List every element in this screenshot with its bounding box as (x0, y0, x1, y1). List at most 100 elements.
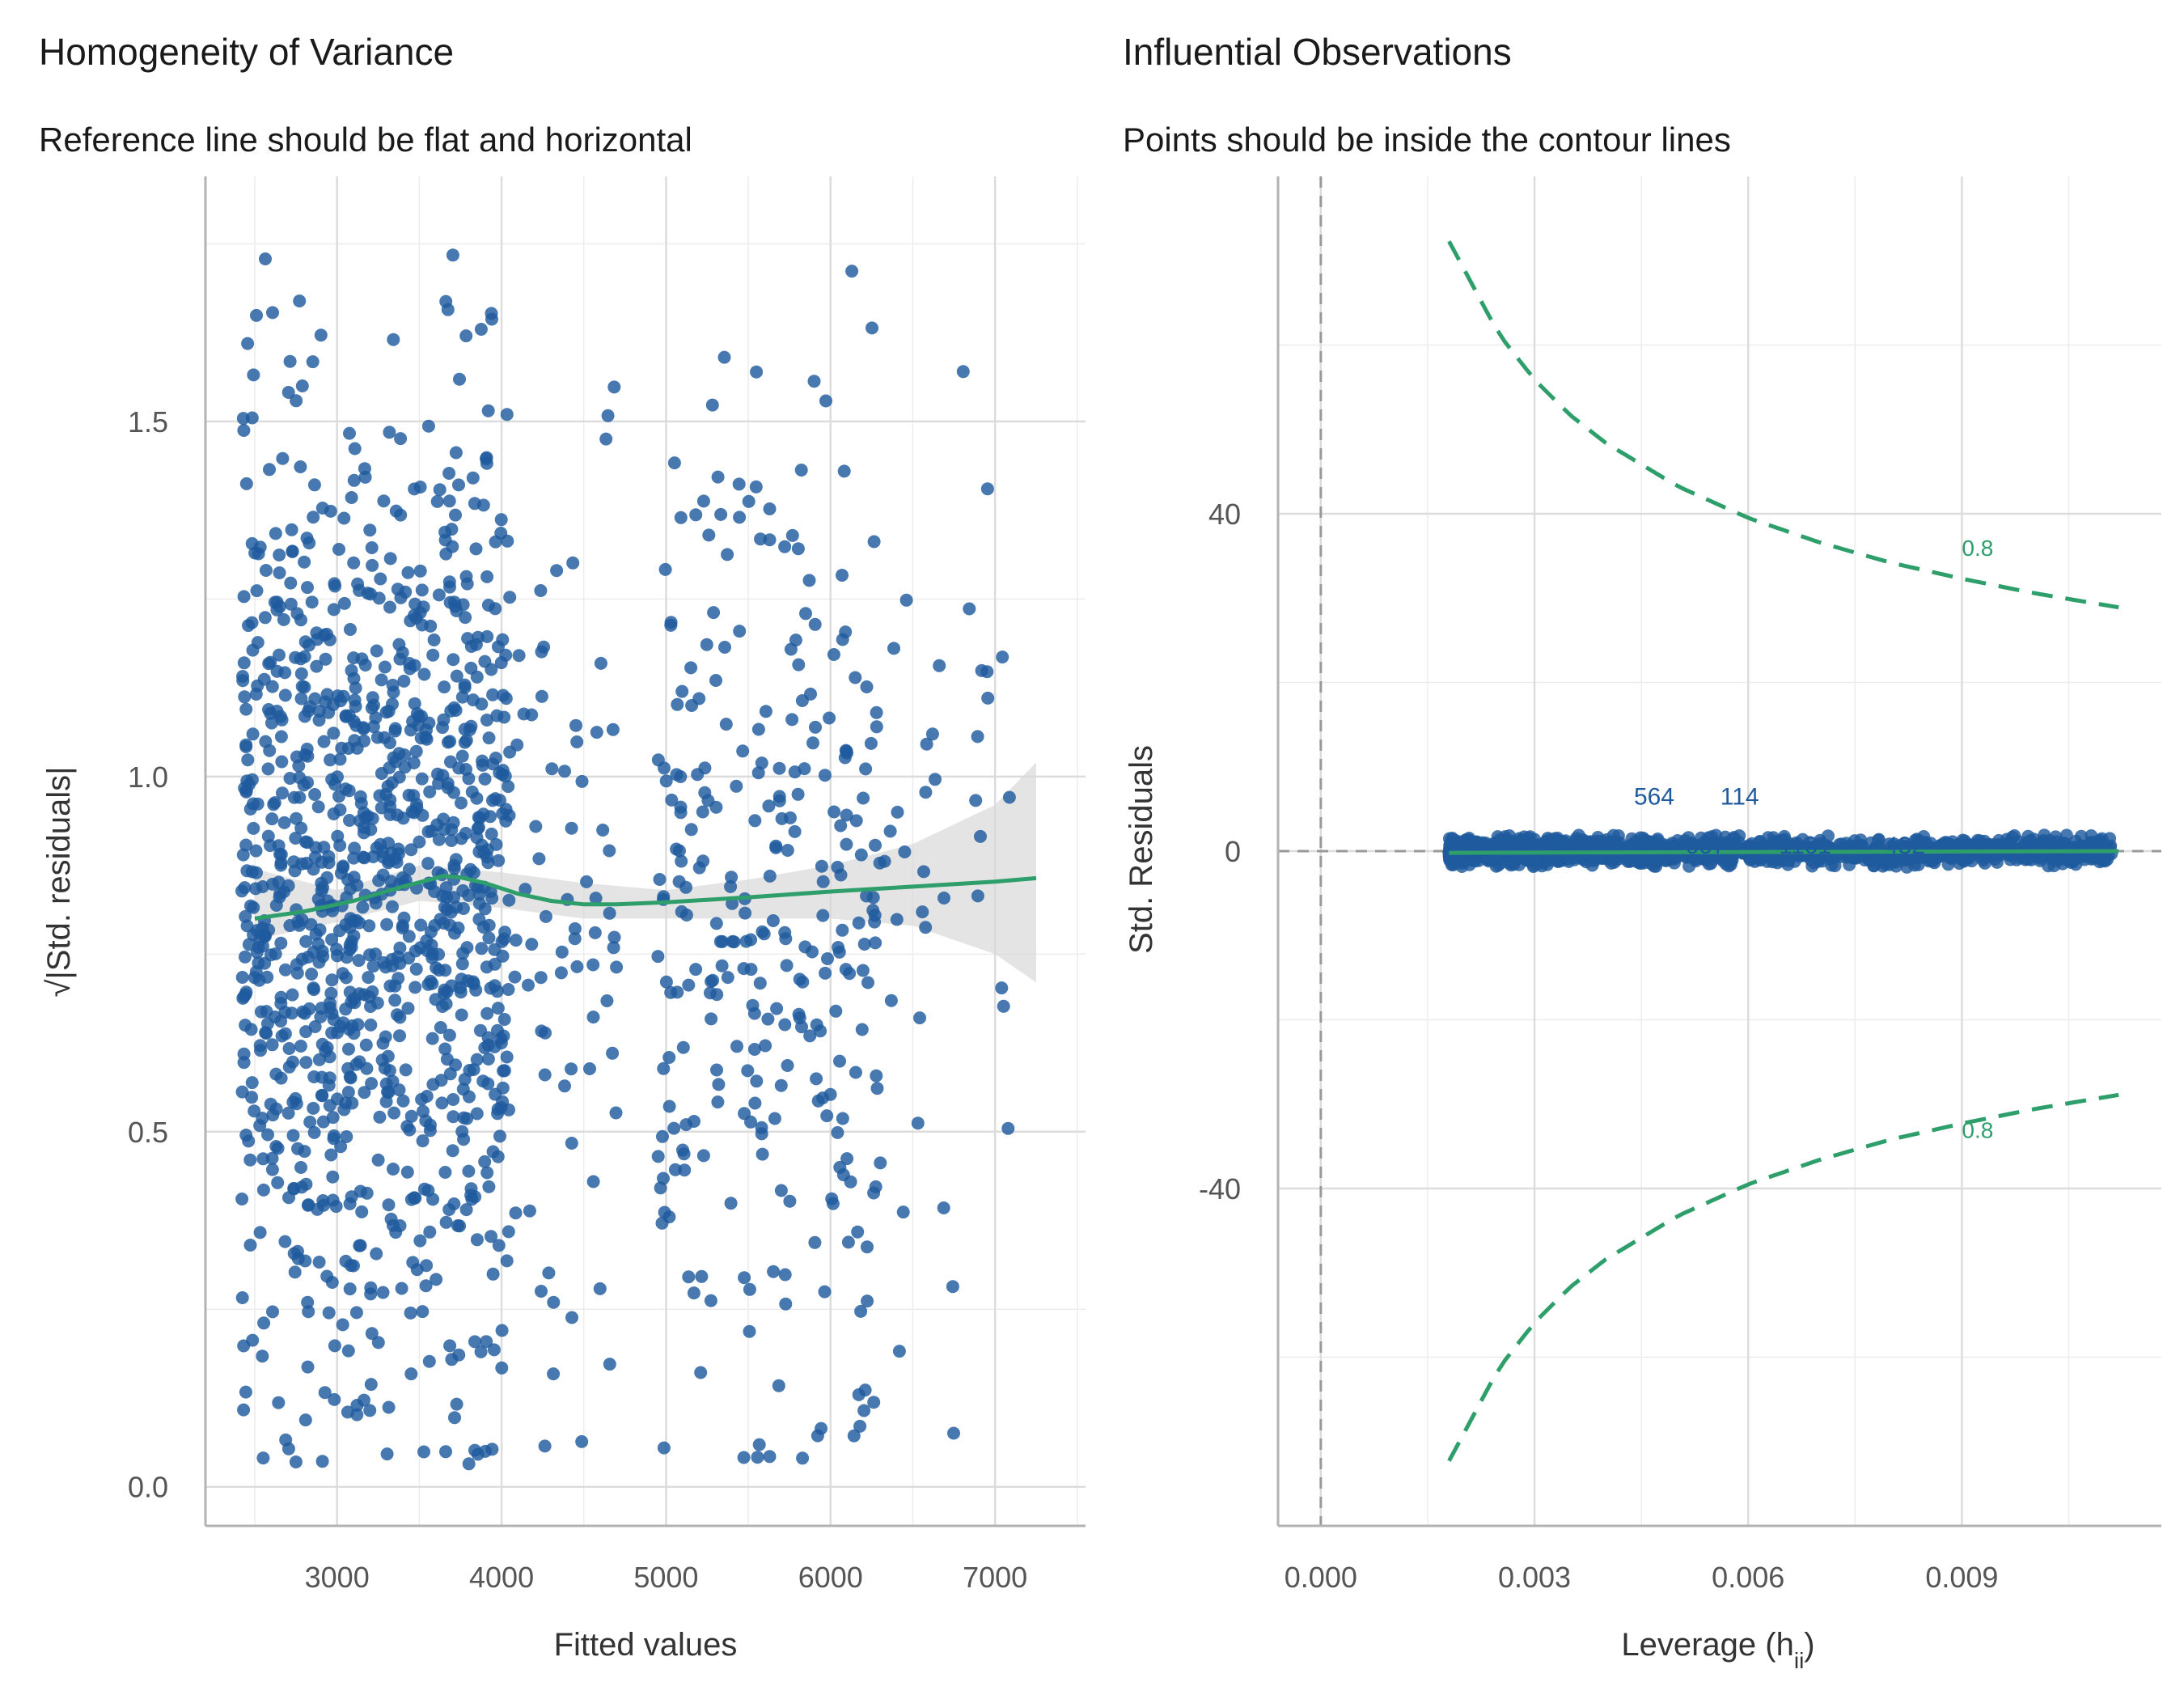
data-point (751, 766, 765, 780)
data-point (296, 1005, 310, 1019)
data-point (305, 968, 319, 981)
data-point (325, 973, 339, 987)
data-point (762, 799, 776, 813)
data-point (542, 1266, 556, 1280)
data-point (254, 1044, 267, 1057)
data-point (565, 1311, 578, 1324)
data-point (664, 616, 678, 629)
data-point (607, 930, 621, 944)
data-point (266, 1108, 280, 1122)
data-point (938, 892, 950, 905)
data-point (462, 1164, 476, 1178)
data-point (586, 1011, 600, 1024)
right-x-axis-title-main: Leverage (h (1621, 1627, 1793, 1663)
data-point (350, 879, 364, 892)
data-point (478, 655, 492, 668)
data-point (475, 697, 489, 711)
data-point (266, 1305, 279, 1319)
left-x-axis-title: Fitted values (554, 1627, 738, 1663)
data-point (867, 1396, 881, 1409)
data-point (849, 814, 863, 828)
data-point (393, 941, 407, 955)
data-point (588, 926, 602, 939)
data-point (477, 845, 491, 859)
data-point (489, 837, 503, 851)
data-point (491, 1150, 505, 1163)
data-point (395, 1282, 408, 1295)
data-point (281, 386, 295, 399)
data-point (606, 722, 620, 736)
data-point (446, 248, 459, 262)
contour-line-upper (1447, 240, 2119, 610)
data-point (302, 1305, 315, 1319)
data-point (857, 938, 871, 951)
right-x-tick-label: 0.006 (1712, 1561, 1784, 1594)
data-point (363, 523, 377, 537)
data-point (841, 1235, 855, 1249)
data-point (969, 794, 983, 807)
data-point (343, 426, 356, 440)
data-point (759, 705, 772, 718)
data-point (430, 494, 444, 508)
data-point (308, 788, 322, 801)
data-point (276, 786, 289, 800)
data-point (724, 1197, 738, 1210)
data-point (423, 1225, 437, 1239)
data-point (480, 1006, 494, 1020)
data-point (243, 1153, 257, 1167)
data-point (410, 707, 424, 720)
data-point (360, 1186, 374, 1200)
data-point (779, 1297, 793, 1311)
data-point (339, 917, 353, 931)
data-point (365, 541, 379, 554)
data-point (322, 1306, 336, 1320)
data-point (721, 971, 734, 985)
left-x-tick-label: 7000 (963, 1561, 1027, 1594)
data-point (436, 721, 449, 735)
data-point (736, 744, 750, 758)
data-point (920, 737, 933, 751)
data-point (380, 917, 394, 931)
data-point (269, 527, 282, 540)
data-point (265, 1163, 279, 1176)
data-point (236, 848, 250, 862)
data-point (756, 1147, 769, 1161)
data-point (298, 835, 312, 849)
data-point (788, 824, 802, 838)
data-point (311, 800, 325, 814)
data-point (442, 467, 456, 480)
data-point (274, 1015, 288, 1028)
data-point (262, 657, 276, 671)
data-point (402, 930, 416, 943)
data-point (484, 810, 497, 824)
data-point (358, 1086, 371, 1099)
data-point (410, 798, 424, 811)
data-point (659, 774, 673, 788)
data-point (404, 1306, 417, 1320)
data-point (721, 548, 734, 561)
data-point (472, 820, 485, 834)
data-point (421, 857, 435, 871)
data-point (751, 722, 765, 736)
data-point (432, 588, 446, 602)
data-point (749, 480, 763, 494)
data-point (491, 1002, 505, 1015)
data-point (259, 1026, 273, 1040)
data-point (377, 494, 391, 508)
data-point (996, 650, 1009, 664)
data-point (472, 896, 486, 910)
data-point (389, 504, 403, 518)
data-point (658, 761, 671, 775)
data-point (424, 619, 438, 633)
data-point (307, 511, 320, 524)
data-point (240, 919, 254, 933)
data-point (457, 1111, 471, 1125)
data-point (366, 985, 379, 998)
data-point (791, 542, 805, 556)
data-point (823, 711, 836, 725)
data-point (341, 1405, 354, 1419)
data-point (258, 611, 272, 625)
data-point (327, 1129, 341, 1142)
data-point (826, 1197, 840, 1210)
data-point (714, 507, 728, 521)
